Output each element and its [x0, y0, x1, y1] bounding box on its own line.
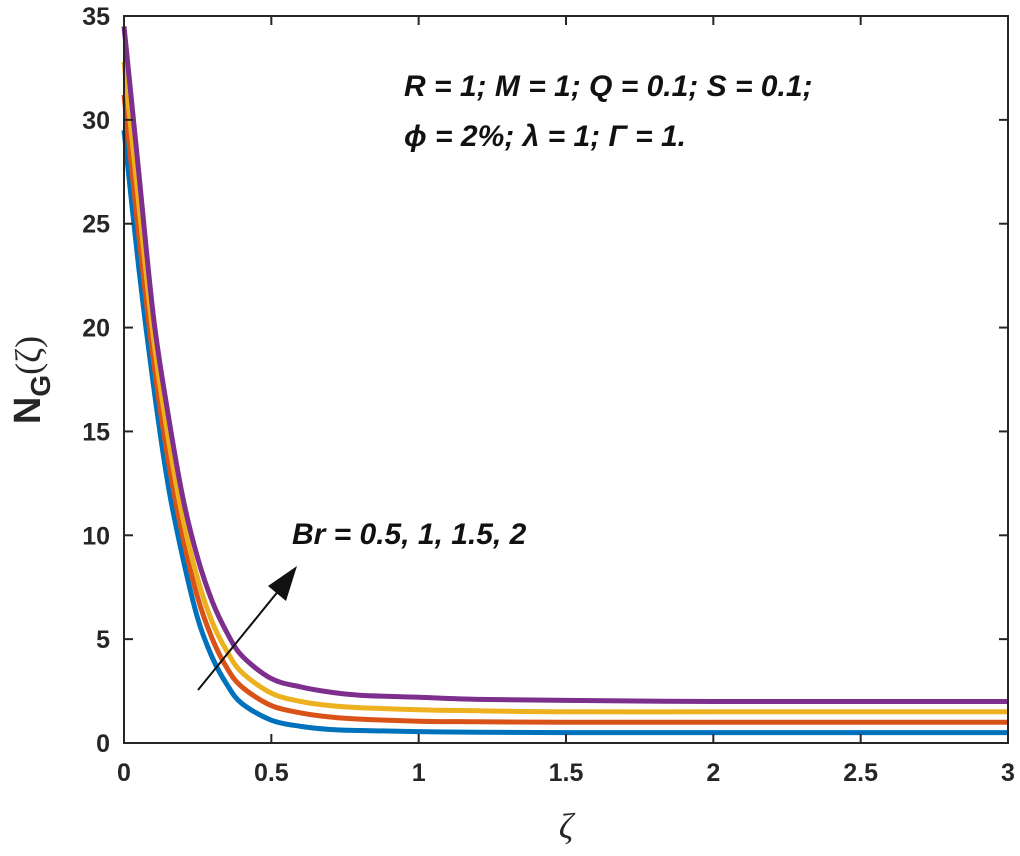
- series-line-3: [121, 61, 1008, 715]
- y-tick-label: 30: [82, 107, 110, 135]
- trend-arrow-shaft: [197, 583, 285, 691]
- series-layer: [121, 26, 1008, 736]
- params-annotation-line1: R = 1; M = 1; Q = 0.1; S = 0.1;: [404, 70, 813, 103]
- y-tick-label: 20: [82, 315, 110, 343]
- x-tick-label: 3: [1001, 759, 1015, 787]
- y-tick-label: 5: [96, 626, 110, 654]
- y-axis-label-sub: G: [25, 375, 56, 397]
- x-tick-label: 1.5: [549, 759, 584, 787]
- plot-area: [124, 16, 1008, 743]
- series-line-2: [121, 94, 1008, 725]
- x-tick-label: 1: [412, 759, 426, 787]
- arrow-annotation-label: Br = 0.5, 1, 1.5, 2: [292, 518, 527, 551]
- series-line-1: [121, 129, 1008, 736]
- y-tick-label: 35: [82, 3, 110, 31]
- x-tick-label: 0.5: [254, 759, 289, 787]
- x-axis-label: ζ: [559, 806, 576, 846]
- y-tick-label: 0: [96, 730, 110, 758]
- x-tick-label: 2.5: [843, 759, 878, 787]
- trend-arrow: [197, 566, 297, 691]
- y-axis-label: NG(ζ): [7, 336, 56, 424]
- trend-arrow-head-icon: [268, 566, 297, 601]
- y-tick-label: 25: [82, 211, 110, 239]
- ticks-layer: [123, 15, 1009, 744]
- y-axis-label-arg: (ζ): [8, 336, 48, 375]
- y-tick-label: 10: [82, 522, 110, 550]
- x-tick-label: 0: [117, 759, 131, 787]
- y-tick-label: 15: [82, 418, 110, 446]
- y-axis-label-main: N: [7, 397, 49, 424]
- x-tick-label: 2: [706, 759, 720, 787]
- series-line-4: [121, 26, 1008, 705]
- params-annotation-line2: ϕ = 2%; λ = 1; Γ = 1.: [404, 120, 686, 153]
